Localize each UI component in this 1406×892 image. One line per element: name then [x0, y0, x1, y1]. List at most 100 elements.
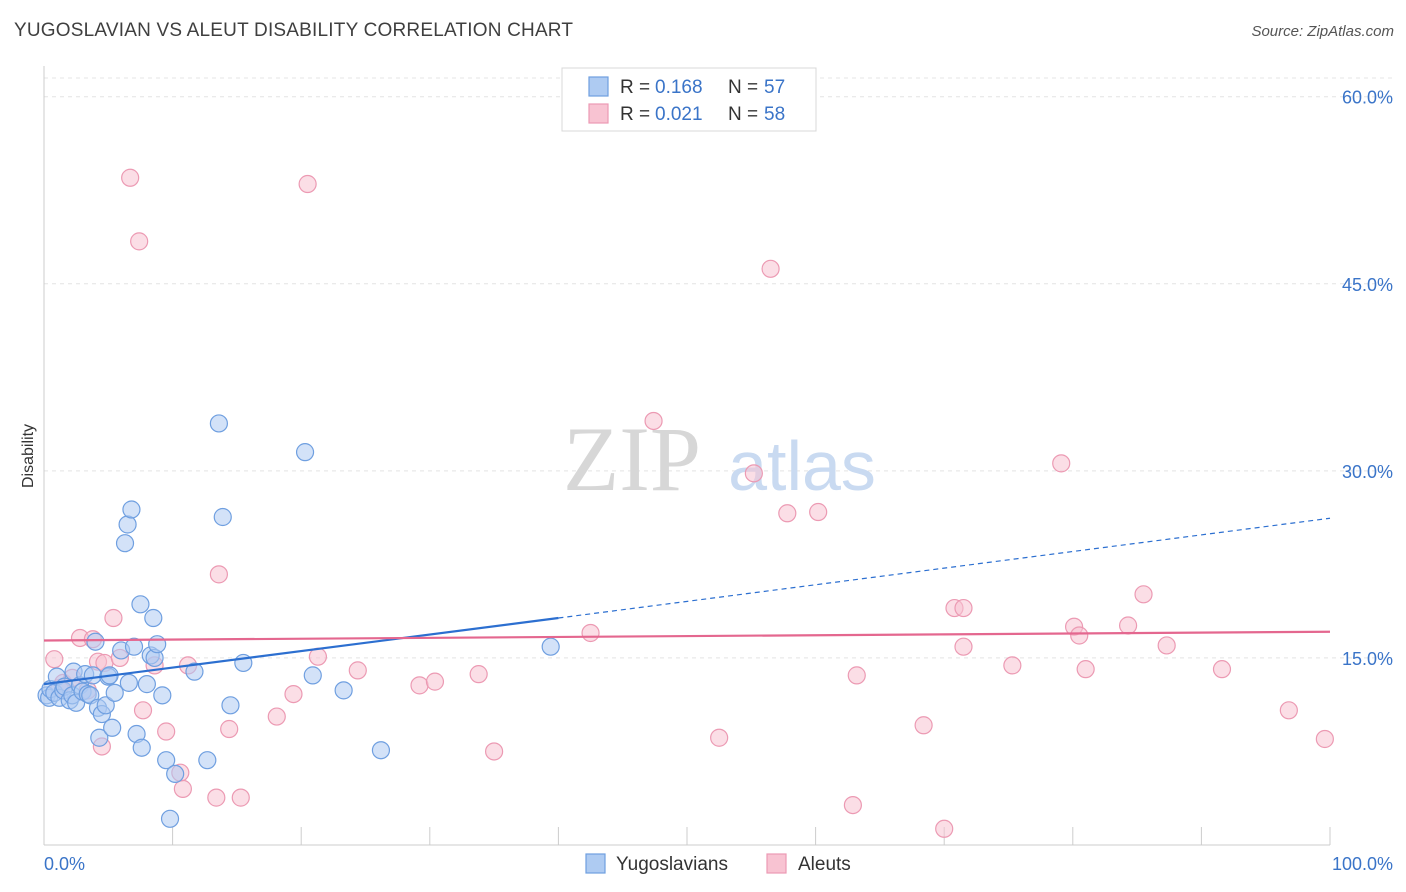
aleuts-point-26 — [298, 174, 317, 194]
aleuts-point-53 — [1134, 585, 1153, 604]
legend-r-value-0: 0.168 — [655, 77, 703, 98]
yugoslavians-point-47 — [209, 414, 228, 433]
yugoslavians-point-20 — [90, 728, 109, 747]
yugoslavians-point-38 — [144, 608, 163, 628]
yugoslavians-point-17 — [83, 666, 102, 685]
y-tick-labels: 15.0% 30.0% 45.0% 60.0% — [1342, 88, 1393, 669]
y-tick-label-1: 30.0% — [1342, 462, 1393, 482]
watermark-zip: ZIP — [563, 408, 701, 510]
yugoslavians-point-41 — [153, 686, 172, 705]
aleuts-point-48 — [1052, 454, 1071, 473]
legend-n-value-1: 58 — [764, 104, 785, 125]
source-label: Source: ZipAtlas.com — [1251, 23, 1394, 40]
aleuts-point-47 — [1003, 656, 1022, 675]
legend-r-value-1: 0.021 — [655, 104, 703, 125]
aleuts-point-54 — [1157, 636, 1176, 655]
aleuts-point-46 — [954, 637, 973, 656]
aleuts-point-50 — [1070, 626, 1089, 645]
aleuts-point-20 — [207, 788, 226, 807]
yugoslavians-trend-extension — [558, 517, 1331, 619]
aleuts-point-38 — [778, 504, 797, 523]
yugoslavians-point-52 — [303, 666, 322, 685]
yugoslavians-point-42 — [157, 751, 176, 770]
aleuts-point-35 — [710, 728, 729, 747]
aleuts-point-56 — [1279, 701, 1298, 720]
legend-n-value-0: 57 — [764, 77, 785, 98]
axes — [43, 66, 1331, 846]
aleuts-point-12 — [121, 168, 140, 187]
aleuts-point-13 — [130, 232, 149, 251]
aleuts-point-43 — [935, 819, 954, 838]
yugoslavians-point-34 — [131, 595, 150, 614]
aleuts-trend-line — [43, 630, 1331, 642]
x-tick-label-1: 100.0% — [1332, 854, 1393, 874]
legend-bottom-swatch-yugoslavians — [585, 853, 606, 874]
aleuts-point-14 — [133, 701, 153, 720]
x-tick-label-0: 0.0% — [44, 854, 85, 874]
yugoslavians-point-31 — [122, 500, 141, 519]
aleuts-point-39 — [809, 502, 828, 522]
y-axis-label: Disability — [20, 424, 37, 488]
aleuts-point-21 — [209, 565, 228, 584]
yugoslavians-point-32 — [124, 637, 144, 656]
aleuts-point-28 — [348, 661, 367, 680]
legend-r-label-0: R = — [620, 77, 650, 98]
aleuts-point-45 — [954, 598, 973, 618]
yugoslavians-point-53 — [334, 681, 353, 700]
aleuts-point-16 — [157, 722, 176, 741]
legend-bottom-swatch-aleuts — [766, 853, 787, 874]
x-tick-labels: 0.0% 100.0% — [44, 854, 1393, 874]
yugoslavians-point-22 — [96, 696, 115, 715]
yugoslavians-point-28 — [115, 534, 135, 553]
legend-swatch-aleuts — [588, 103, 609, 124]
aleuts-point-24 — [267, 707, 286, 726]
watermark: ZIP atlas — [563, 408, 876, 510]
yugoslavians-point-30 — [119, 673, 138, 692]
chart-title: YUGOSLAVIAN VS ALEUT DISABILITY CORRELAT… — [14, 20, 574, 41]
aleuts-point-40 — [843, 795, 862, 815]
yugoslavians-point-45 — [185, 662, 204, 681]
aleuts-point-32 — [485, 742, 504, 761]
yugoslavians-point-26 — [105, 683, 124, 702]
grid-lines — [44, 77, 1394, 659]
yugoslavians-point-18 — [86, 632, 105, 651]
yugoslavians-point-49 — [221, 696, 240, 715]
aleuts-point-31 — [469, 665, 488, 684]
yugoslavians-point-36 — [137, 675, 156, 694]
legend-bottom: Yugoslavians Aleuts — [585, 853, 851, 875]
yugoslavians-point-43 — [160, 809, 180, 828]
aleuts-point-25 — [284, 684, 303, 704]
trend-lines — [43, 517, 1331, 686]
y-tick-label-0: 15.0% — [1342, 649, 1393, 669]
legend-n-label-0: N = — [728, 77, 758, 98]
legend-r-label-1: R = — [620, 104, 650, 125]
aleuts-point-30 — [425, 672, 445, 691]
legend-bottom-yugoslavians: Yugoslavians — [616, 854, 728, 875]
yugoslavians-point-40 — [148, 635, 167, 654]
yugoslavians-point-48 — [213, 507, 232, 527]
aleuts-point-29 — [410, 676, 429, 695]
yugoslavians-point-25 — [103, 718, 122, 737]
yugoslavians-trend-line — [43, 616, 559, 686]
yugoslavians-point-44 — [166, 764, 185, 784]
yugoslavians-point-29 — [118, 515, 137, 534]
aleuts-point-55 — [1212, 660, 1232, 679]
aleuts-point-10 — [104, 608, 123, 628]
y-tick-label-3: 60.0% — [1342, 88, 1393, 108]
y-tick-label-2: 45.0% — [1342, 275, 1393, 295]
yugoslavians-points — [37, 414, 560, 828]
yugoslavians-point-35 — [132, 738, 151, 757]
legend-swatch-yugoslavians — [588, 76, 609, 97]
yugoslavians-point-55 — [541, 637, 560, 656]
aleuts-point-51 — [1076, 660, 1095, 679]
yugoslavians-point-51 — [295, 443, 315, 462]
aleuts-point-23 — [231, 788, 250, 807]
yugoslavians-point-46 — [198, 751, 217, 770]
aleuts-point-33 — [581, 623, 600, 643]
aleuts-point-41 — [847, 666, 866, 685]
aleuts-point-36 — [744, 464, 763, 483]
legend-n-label-1: N = — [728, 104, 758, 125]
aleuts-point-22 — [220, 719, 239, 739]
legend-bottom-aleuts: Aleuts — [798, 854, 851, 875]
